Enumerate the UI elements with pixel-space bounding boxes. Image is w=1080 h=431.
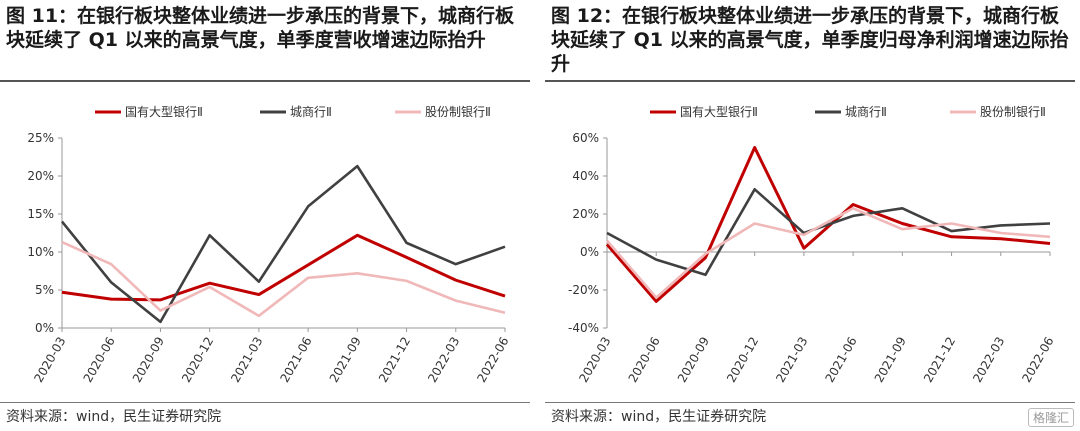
title-divider	[0, 80, 530, 82]
x-tick-label: 2022-06	[474, 335, 511, 385]
series-line-0	[605, 146, 1051, 303]
y-tick-label: -20%	[568, 283, 599, 297]
legend-label: 国有大型银行Ⅱ	[680, 105, 758, 119]
x-tick-label: 2022-03	[425, 335, 462, 385]
series-line-0	[61, 233, 506, 302]
legend-label: 国有大型银行Ⅱ	[125, 105, 203, 119]
legend-item: 股份制银行Ⅱ	[395, 105, 491, 119]
series-line-2	[606, 207, 1051, 299]
watermark-logo: 格隆汇	[1027, 408, 1074, 427]
x-tick-label: 2021-12	[376, 335, 413, 385]
net-profit-growth-line-chart: 国有大型银行Ⅱ 城商行Ⅱ 股份制银行Ⅱ -40% -20% 0% 20% 40% 60% 2020…	[568, 104, 1057, 385]
x-tick-label: 2020-06	[81, 335, 118, 385]
source-divider	[545, 402, 1075, 403]
legend-item: 城商行Ⅱ	[815, 104, 887, 119]
x-tick-label: 2020-12	[179, 335, 216, 385]
series-line-2	[61, 240, 506, 318]
x-tick-label: 2021-06	[823, 335, 860, 385]
x-tick-label: 2021-09	[872, 335, 909, 385]
y-tick-label: 25%	[27, 131, 54, 145]
source-note: 资料来源：wind，民生证券研究院	[6, 409, 222, 425]
legend-item: 股份制银行Ⅱ	[950, 105, 1046, 119]
x-tick-label: 2020-09	[675, 335, 712, 385]
panel-revenue-growth: 图 11：在银行板块整体业绩进一步承压的背景下，城商行板块延续了 Q1 以来的高…	[0, 0, 535, 431]
legend-label: 股份制银行Ⅱ	[425, 105, 491, 119]
legend-item: 城商行Ⅱ	[260, 104, 332, 119]
y-tick-label: 10%	[27, 245, 54, 259]
x-tick-label: 2020-03	[576, 335, 613, 385]
x-tick-label: 2020-09	[130, 335, 167, 385]
legend-label: 城商行Ⅱ	[290, 104, 332, 119]
x-tick-label: 2022-03	[970, 335, 1007, 385]
y-tick-label: -40%	[568, 321, 599, 335]
x-tick-label: 2020-12	[724, 335, 761, 385]
y-tick-label: 20%	[572, 207, 599, 221]
panel-net-profit-growth: 图 12：在银行板块整体业绩进一步承压的背景下，城商行板块延续了 Q1 以来的高…	[545, 0, 1080, 431]
y-tick-label: 5%	[35, 283, 54, 297]
source-divider	[0, 402, 530, 403]
series-line-1	[606, 188, 1051, 277]
y-tick-label: 40%	[572, 169, 599, 183]
x-tick-label: 2021-03	[773, 335, 810, 385]
y-tick-label: 0%	[580, 245, 599, 259]
title-divider	[545, 80, 1075, 82]
x-tick-label: 2021-12	[921, 335, 958, 385]
chart-title: 图 11：在银行板块整体业绩进一步承压的背景下，城商行板块延续了 Q1 以来的高…	[6, 5, 515, 51]
y-tick-label: 15%	[27, 207, 54, 221]
legend-item: 国有大型银行Ⅱ	[650, 105, 758, 119]
source-note: 资料来源：wind，民生证券研究院	[551, 409, 767, 425]
legend-label: 股份制银行Ⅱ	[980, 105, 1046, 119]
revenue-growth-line-chart: 国有大型银行Ⅱ 城商行Ⅱ 股份制银行Ⅱ 0% 5% 10% 15% 20% 25% 2020-03…	[27, 104, 511, 385]
x-tick-label: 2022-06	[1019, 335, 1056, 385]
x-tick-label: 2021-06	[278, 335, 315, 385]
x-tick-label: 2020-06	[626, 335, 663, 385]
x-tick-label: 2021-09	[327, 335, 364, 385]
x-tick-label: 2021-03	[228, 335, 265, 385]
chart-title: 图 12：在银行板块整体业绩进一步承压的背景下，城商行板块延续了 Q1 以来的高…	[551, 5, 1069, 75]
y-tick-label: 60%	[572, 131, 599, 145]
series-line-1	[60, 164, 506, 324]
y-tick-label: 0%	[35, 321, 54, 335]
y-tick-label: 20%	[27, 169, 54, 183]
x-tick-label: 2020-03	[31, 335, 68, 385]
legend-label: 城商行Ⅱ	[845, 104, 887, 119]
legend-item: 国有大型银行Ⅱ	[95, 105, 203, 119]
